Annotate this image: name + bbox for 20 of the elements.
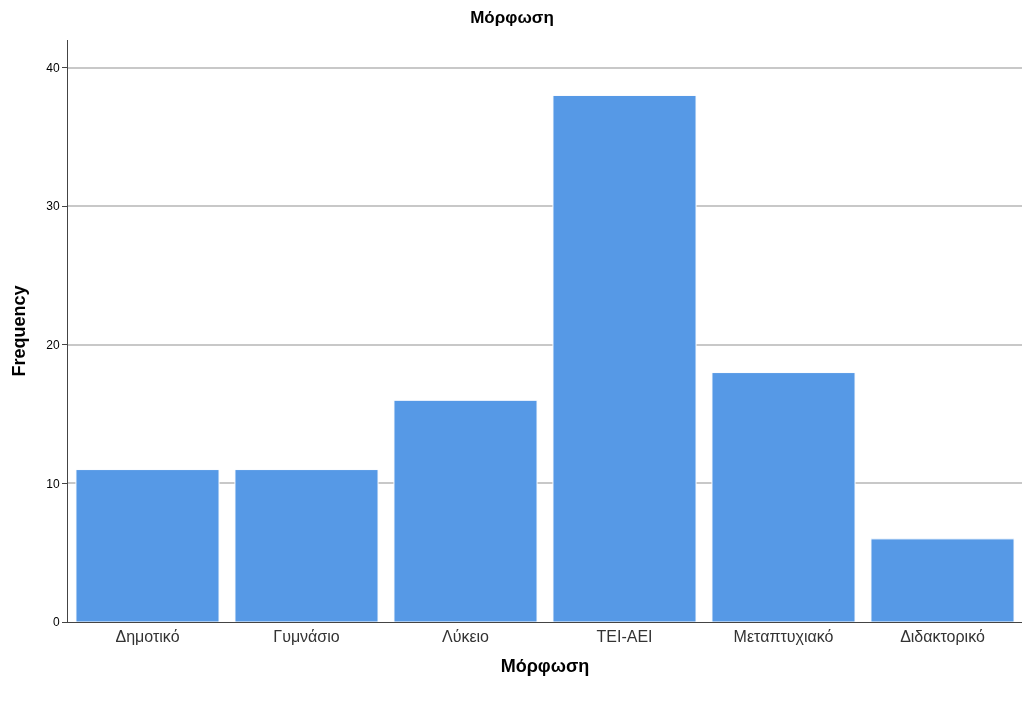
bar <box>711 372 856 622</box>
bar <box>393 399 538 622</box>
x-tick-label: Μεταπτυχιακό <box>733 628 834 646</box>
chart-title: Μόρφωση <box>470 7 554 27</box>
x-tick-label: ΤΕΙ-ΑΕΙ <box>596 628 653 646</box>
bar <box>552 94 697 622</box>
x-axis-title: Μόρφωση <box>500 656 590 677</box>
bar <box>234 469 379 622</box>
bar <box>75 469 220 622</box>
y-tick-label: 0 <box>52 615 60 630</box>
x-tick-label: Λύκειο <box>441 628 490 646</box>
y-axis-title: Frequency <box>9 285 30 377</box>
y-tick-label: 20 <box>46 338 60 353</box>
x-tick-label: Δημοτικό <box>115 628 180 646</box>
y-tick-label: 40 <box>46 60 60 75</box>
bar <box>870 538 1015 622</box>
y-tick-label: 10 <box>46 476 60 491</box>
y-tick-label: 30 <box>46 199 60 214</box>
x-tick-label: Διδακτορικό <box>900 628 985 646</box>
x-tick-label: Γυμνάσιο <box>273 628 340 646</box>
